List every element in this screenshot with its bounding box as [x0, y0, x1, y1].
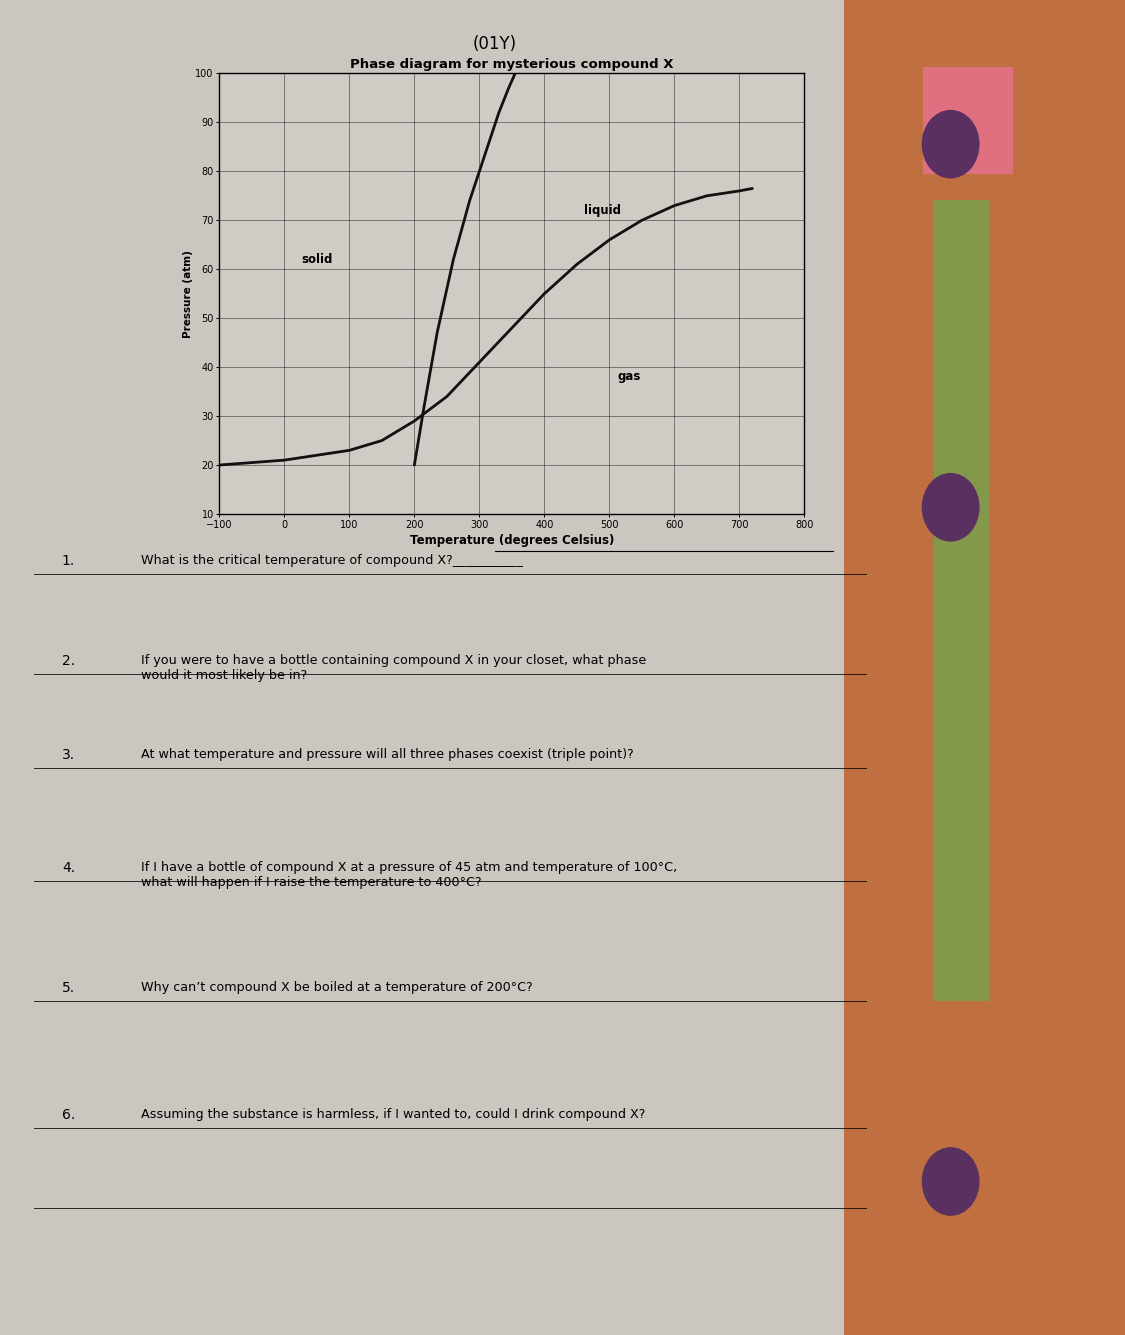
Text: 1.: 1. — [62, 554, 75, 567]
Text: 3.: 3. — [62, 748, 75, 761]
Text: (01Y): (01Y) — [472, 35, 518, 52]
Text: Assuming the substance is harmless, if I wanted to, could I drink compound X?: Assuming the substance is harmless, if I… — [141, 1108, 645, 1121]
Text: At what temperature and pressure will all three phases coexist (triple point)?: At what temperature and pressure will al… — [141, 748, 633, 761]
Text: Why can’t compound X be boiled at a temperature of 200°C?: Why can’t compound X be boiled at a temp… — [141, 981, 532, 995]
Circle shape — [921, 109, 980, 179]
Bar — [934, 200, 990, 1001]
Y-axis label: Pressure (atm): Pressure (atm) — [182, 250, 192, 338]
Circle shape — [921, 1147, 980, 1216]
Bar — [844, 0, 1125, 1335]
Text: 4.: 4. — [62, 861, 75, 874]
Text: 6.: 6. — [62, 1108, 75, 1121]
Text: If you were to have a bottle containing compound X in your closet, what phase
wo: If you were to have a bottle containing … — [141, 654, 646, 682]
Text: liquid: liquid — [584, 204, 621, 218]
Text: 2.: 2. — [62, 654, 75, 668]
Text: solid: solid — [302, 252, 333, 266]
Bar — [0, 0, 900, 1335]
X-axis label: Temperature (degrees Celsius): Temperature (degrees Celsius) — [410, 534, 614, 547]
Text: 5.: 5. — [62, 981, 75, 995]
Text: If I have a bottle of compound X at a pressure of 45 atm and temperature of 100°: If I have a bottle of compound X at a pr… — [141, 861, 677, 889]
Bar — [922, 67, 1013, 174]
Title: Phase diagram for mysterious compound X: Phase diagram for mysterious compound X — [350, 57, 674, 71]
Text: gas: gas — [618, 370, 640, 383]
Text: What is the critical temperature of compound X?___________: What is the critical temperature of comp… — [141, 554, 522, 567]
Circle shape — [921, 473, 980, 542]
